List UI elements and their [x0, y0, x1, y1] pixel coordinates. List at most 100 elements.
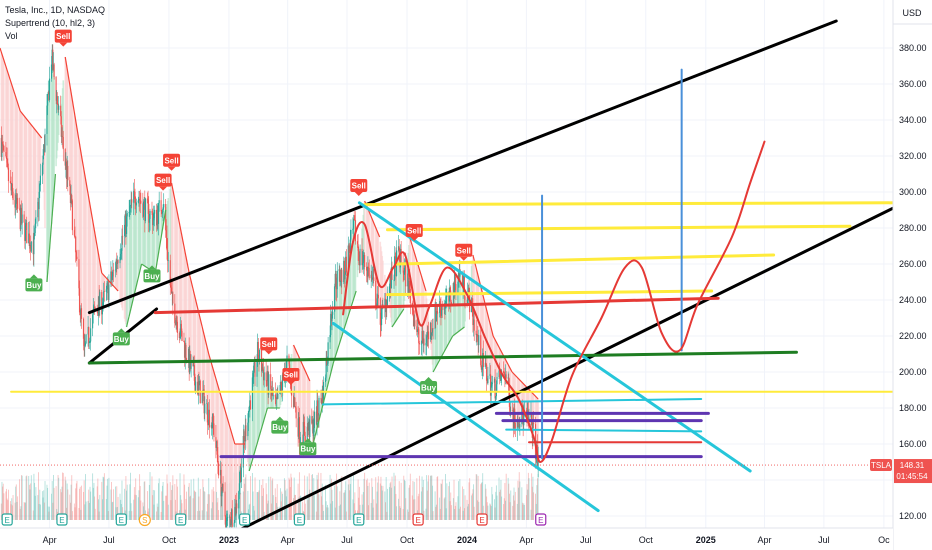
volume-bar — [476, 474, 478, 520]
candle-body — [206, 403, 208, 423]
candle-body — [259, 350, 261, 362]
volume-label[interactable]: Vol — [5, 31, 18, 41]
candle-body — [57, 104, 59, 110]
candle-body — [398, 246, 400, 254]
candle-body — [362, 263, 364, 266]
volume-bar — [21, 475, 22, 520]
candle-body — [43, 144, 45, 152]
volume-bar — [458, 481, 460, 520]
red-projection-curve[interactable] — [342, 140, 766, 463]
volume-bar — [489, 503, 491, 520]
volume-bar — [184, 484, 186, 520]
volume-bar — [531, 486, 533, 520]
volume-bar — [494, 507, 496, 520]
signal-pointer — [264, 350, 273, 355]
cyan-channel-upper[interactable] — [357, 201, 752, 473]
green-support-line[interactable] — [87, 350, 798, 365]
signal-pointer — [354, 192, 363, 196]
sell-signal: Sell — [282, 368, 300, 385]
cyan-channel-lower[interactable] — [331, 321, 600, 513]
time-axis[interactable]: Apr Jul Oct 2023 Apr Jul Oct 2024 Apr Jul Oct 2025 A… — [0, 527, 893, 550]
candle-body — [261, 367, 263, 372]
volume-bar — [490, 504, 491, 520]
volume-bar — [372, 486, 373, 520]
yellow-line-5[interactable] — [385, 289, 714, 297]
candle-body — [266, 380, 268, 382]
candle-body — [364, 255, 366, 267]
volume-bar — [62, 472, 64, 520]
volume-bar — [493, 499, 495, 520]
volume-bar — [490, 506, 492, 520]
candle-body — [33, 236, 35, 255]
volume-bar — [426, 475, 428, 520]
volume-bar — [262, 479, 264, 520]
indicator-name[interactable]: Supertrend (10, hl2, 3) — [5, 18, 96, 28]
candle-body — [527, 410, 529, 423]
time-tick-label: Apr — [43, 535, 57, 545]
candle-body — [112, 269, 115, 271]
signal-label: Buy — [144, 272, 160, 281]
lower-channel-line[interactable] — [233, 206, 895, 534]
candle-body — [413, 320, 415, 326]
candle-body — [114, 269, 117, 271]
candle-body — [510, 409, 512, 411]
volume-bar — [407, 509, 409, 520]
candle-body — [2, 141, 4, 145]
candle-body — [262, 367, 264, 370]
candle-body — [197, 381, 199, 395]
candle-body — [5, 155, 8, 160]
volume-bar — [418, 493, 420, 520]
candle-body — [37, 201, 40, 210]
signal-pointer — [286, 381, 295, 385]
volume-bar — [26, 475, 28, 520]
signal-label: Sell — [407, 227, 421, 236]
volume-bar — [281, 493, 283, 520]
candle-body — [294, 406, 297, 408]
cyan-line-2[interactable] — [505, 428, 703, 433]
signal-box — [260, 337, 278, 351]
volume-bar — [270, 476, 272, 520]
drawings[interactable] — [10, 19, 895, 534]
volume-bar — [313, 478, 315, 520]
yellow-line-4[interactable] — [395, 253, 776, 266]
signal-pointer — [29, 274, 38, 279]
volume-bar — [532, 476, 534, 520]
candle-body — [421, 331, 423, 344]
candle-body — [122, 235, 124, 237]
volume-bar — [372, 507, 374, 520]
candle-body — [490, 385, 492, 396]
symbol-title[interactable]: Tesla, Inc., 1D, NASDAQ — [5, 5, 106, 15]
volume-bar — [330, 503, 332, 520]
volume-bar — [357, 479, 359, 520]
red-resistance-line[interactable] — [153, 296, 720, 315]
candle-body — [181, 330, 183, 342]
candle-body — [65, 161, 67, 166]
candle-body — [121, 235, 123, 251]
volume-bar — [17, 496, 19, 520]
volume-bar — [536, 485, 538, 520]
volume-bar — [340, 504, 341, 520]
upper-channel-line[interactable] — [87, 19, 838, 315]
candle-body — [334, 273, 336, 287]
candle-body — [380, 324, 382, 326]
candle-body — [244, 425, 246, 442]
candle-body — [65, 161, 68, 179]
volume-bar — [268, 476, 270, 520]
candle-body — [336, 270, 338, 290]
yellow-line-3[interactable] — [385, 224, 852, 232]
candle-body — [67, 165, 69, 181]
candle-body — [336, 288, 338, 290]
candle-body — [363, 255, 365, 262]
candle-body — [47, 94, 49, 106]
price-axis[interactable]: USD120.00140.00160.00180.00200.00220.002… — [892, 0, 932, 550]
volume-bar — [75, 483, 77, 520]
yellow-line-2[interactable] — [363, 201, 895, 207]
candle-body — [46, 105, 48, 134]
candle-body — [304, 426, 306, 436]
candle-body — [399, 249, 402, 268]
signal-label: Sell — [457, 246, 471, 255]
volume-bar — [485, 488, 487, 520]
earnings-letter: E — [356, 516, 361, 525]
cyan-line-1[interactable] — [321, 398, 703, 406]
